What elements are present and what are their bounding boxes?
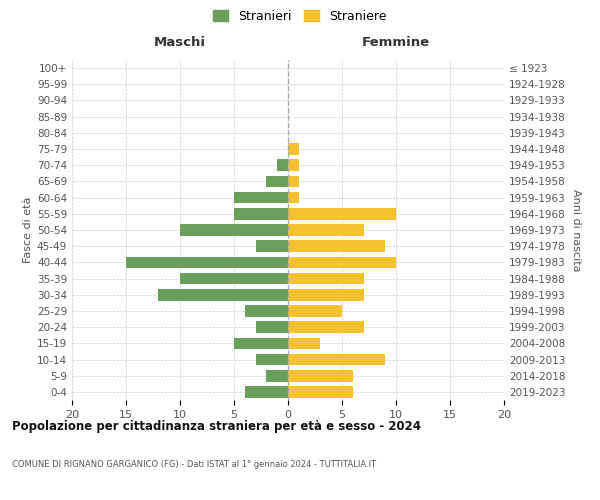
Bar (256, 322, 288, 333)
Bar (288, 354, 385, 366)
Bar (288, 208, 396, 220)
Bar (288, 370, 353, 382)
Text: Femmine: Femmine (362, 36, 430, 49)
Bar (126, 256, 288, 268)
Bar (234, 338, 288, 349)
Y-axis label: Anni di nascita: Anni di nascita (571, 188, 581, 271)
Bar (266, 370, 288, 382)
Text: COMUNE DI RIGNANO GARGANICO (FG) - Dati ISTAT al 1° gennaio 2024 - TUTTITALIA.IT: COMUNE DI RIGNANO GARGANICO (FG) - Dati … (12, 460, 376, 469)
Bar (234, 208, 288, 220)
Bar (180, 224, 288, 236)
Bar (277, 160, 288, 171)
Bar (288, 386, 353, 398)
Bar (288, 322, 364, 333)
Bar (288, 160, 299, 171)
Bar (288, 305, 342, 317)
Y-axis label: Fasce di età: Fasce di età (23, 197, 33, 263)
Bar (288, 240, 385, 252)
Bar (266, 176, 288, 188)
Bar (288, 224, 364, 236)
Text: Popolazione per cittadinanza straniera per età e sesso - 2024: Popolazione per cittadinanza straniera p… (12, 420, 421, 433)
Legend: Stranieri, Straniere: Stranieri, Straniere (208, 5, 392, 28)
Bar (288, 338, 320, 349)
Bar (256, 354, 288, 366)
Bar (158, 289, 288, 300)
Text: Maschi: Maschi (154, 36, 206, 49)
Bar (288, 256, 396, 268)
Bar (288, 272, 364, 284)
Bar (288, 176, 299, 188)
Bar (180, 272, 288, 284)
Bar (245, 386, 288, 398)
Bar (288, 289, 364, 300)
Bar (234, 192, 288, 203)
Bar (288, 143, 299, 155)
Bar (288, 192, 299, 203)
Bar (256, 240, 288, 252)
Bar (245, 305, 288, 317)
